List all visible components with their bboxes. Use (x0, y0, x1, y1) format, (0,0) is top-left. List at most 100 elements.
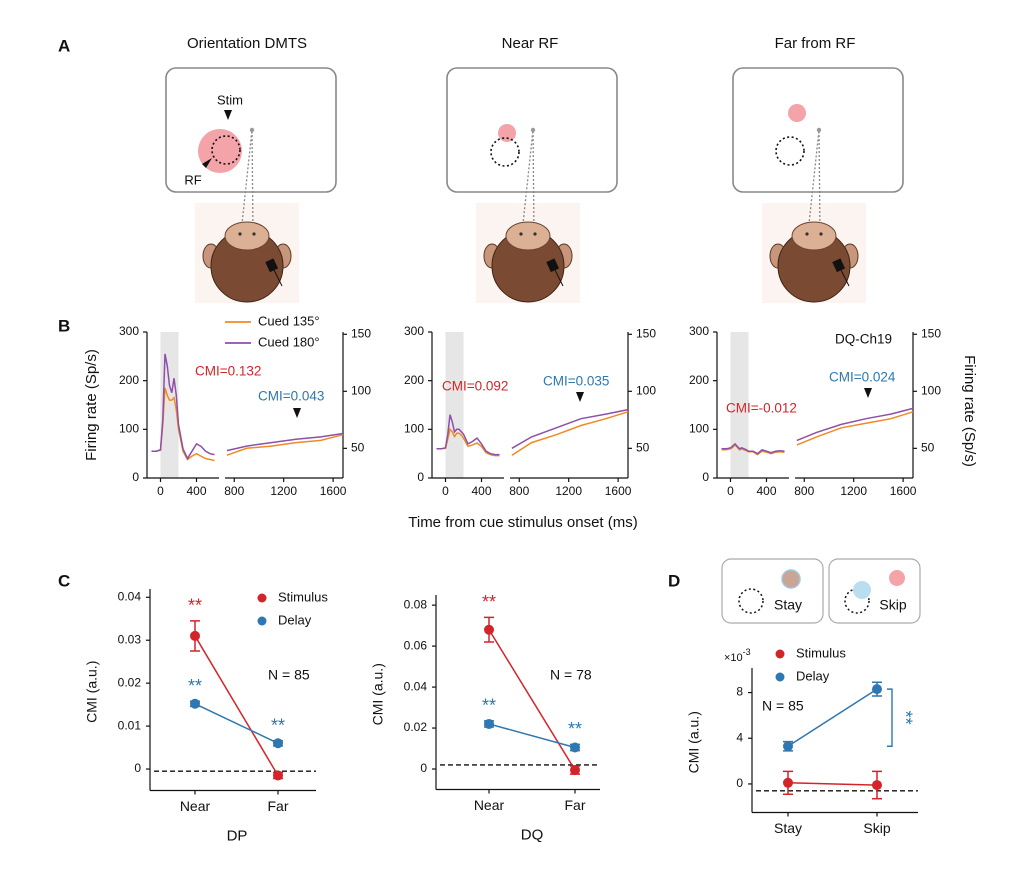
trace (226, 432, 344, 452)
x-tick-label: 1600 (890, 484, 917, 498)
condition-title: Far from RF (775, 35, 856, 52)
x-tick-label: 0 (727, 484, 734, 498)
y-tick-label: 300 (404, 324, 424, 338)
panel-label: B (58, 316, 70, 335)
monkeys (195, 127, 866, 303)
legend-label: Stimulus (796, 645, 846, 660)
cue-window (730, 332, 749, 478)
stimuli (198, 104, 806, 173)
y2-tick-label: 50 (351, 441, 365, 455)
x-tick-label: Far (565, 797, 586, 813)
eye (533, 232, 537, 236)
scale-exponent: -3 (743, 647, 751, 657)
y-tick-label: 0.02 (404, 720, 428, 734)
fixation-point (816, 127, 822, 133)
trace (436, 427, 500, 457)
annotation: CMI=0.092 (442, 379, 508, 394)
gaze-line (818, 129, 821, 234)
panel-label: A (58, 36, 70, 55)
y-tick-label: 4 (736, 730, 743, 744)
x-tick-label: 800 (794, 484, 814, 498)
trace (796, 407, 914, 442)
connector (488, 629, 576, 771)
y2-axis-label: Firing rate (Sp/s) (961, 355, 978, 467)
annotation: CMI=0.035 (543, 374, 609, 389)
y-tick-label: 200 (689, 373, 709, 387)
point (273, 770, 283, 781)
y2-tick-label: 150 (921, 326, 941, 340)
x-tick-label: 1200 (270, 484, 297, 498)
x-tick-label: 400 (471, 484, 491, 498)
scale-base: ×10 (724, 652, 743, 664)
annotation: CMI=0.024 (829, 370, 896, 385)
annotation: N = 85 (762, 698, 804, 714)
y-tick-label: 0.03 (118, 632, 142, 646)
y-tick-label: 100 (119, 422, 139, 436)
y-tick-label: 0 (132, 470, 139, 484)
panel-label: D (668, 571, 680, 590)
y-tick-label: 300 (689, 324, 709, 338)
legend-label: Stimulus (278, 589, 328, 604)
y-tick-label: 300 (119, 324, 139, 338)
point (570, 742, 580, 753)
x-tick-label: 400 (756, 484, 776, 498)
x-axis-label: DQ (521, 826, 544, 843)
y-tick-label: 8 (736, 685, 743, 699)
y-tick-label: 0.04 (118, 589, 142, 603)
x-tick-label: Far (268, 798, 289, 814)
point (273, 738, 283, 749)
x-tick-label: 1200 (840, 484, 867, 498)
legend-swatch (257, 593, 267, 603)
fixation-point (530, 127, 536, 133)
trace (721, 443, 785, 456)
x-tick-label: Near (474, 797, 505, 813)
x-axis-label: DP (227, 827, 248, 844)
connector (787, 688, 878, 747)
trace (721, 442, 785, 455)
y2-tick-label: 100 (351, 383, 371, 397)
y-tick-label: 0.02 (118, 675, 142, 689)
point (872, 684, 882, 695)
legend-label: Delay (278, 612, 312, 627)
fixation-point (249, 127, 255, 133)
significance: ** (188, 596, 202, 616)
y-tick-label: 0.08 (404, 597, 428, 611)
y-tick-label: 200 (404, 373, 424, 387)
y-tick-label: 0 (134, 761, 141, 775)
point (783, 777, 793, 788)
y-tick-label: 0 (420, 761, 427, 775)
x-tick-label: 800 (509, 484, 529, 498)
point (484, 624, 494, 635)
panel-label: C (58, 571, 70, 590)
arrowhead (293, 408, 301, 418)
x-tick-label: Near (180, 798, 211, 814)
y-tick-label: 100 (404, 422, 424, 436)
x-axis-label: Time from cue stimulus onset (ms) (408, 514, 638, 531)
point (190, 698, 200, 709)
annotation: DQ-Ch19 (835, 332, 892, 347)
annotation: CMI=-0.012 (726, 401, 797, 416)
y-axis-label: CMI (a.u.) (370, 663, 386, 725)
point (190, 630, 200, 641)
y2-tick-label: 50 (921, 441, 935, 455)
x-tick-label: 0 (442, 484, 449, 498)
y-axis-label: CMI (a.u.) (686, 711, 702, 773)
y2-tick-label: 100 (636, 383, 656, 397)
legend-label: Cued 135° (258, 313, 320, 328)
cue-window (445, 332, 464, 478)
rf-label: RF (184, 172, 201, 187)
condition-title: Near RF (502, 35, 559, 52)
y2-tick-label: 100 (921, 383, 941, 397)
eye (805, 232, 809, 236)
legend-swatch (775, 672, 785, 682)
legend-label: Cued 180° (258, 334, 320, 349)
electrode-wire (273, 269, 283, 287)
x-tick-label: 1200 (555, 484, 582, 498)
gaze-line (251, 129, 254, 234)
x-tick-label: 1600 (605, 484, 632, 498)
significance: ** (188, 676, 202, 696)
face (505, 221, 551, 251)
gaze-line (807, 129, 820, 234)
significance: ** (895, 711, 915, 725)
trace (511, 408, 629, 449)
